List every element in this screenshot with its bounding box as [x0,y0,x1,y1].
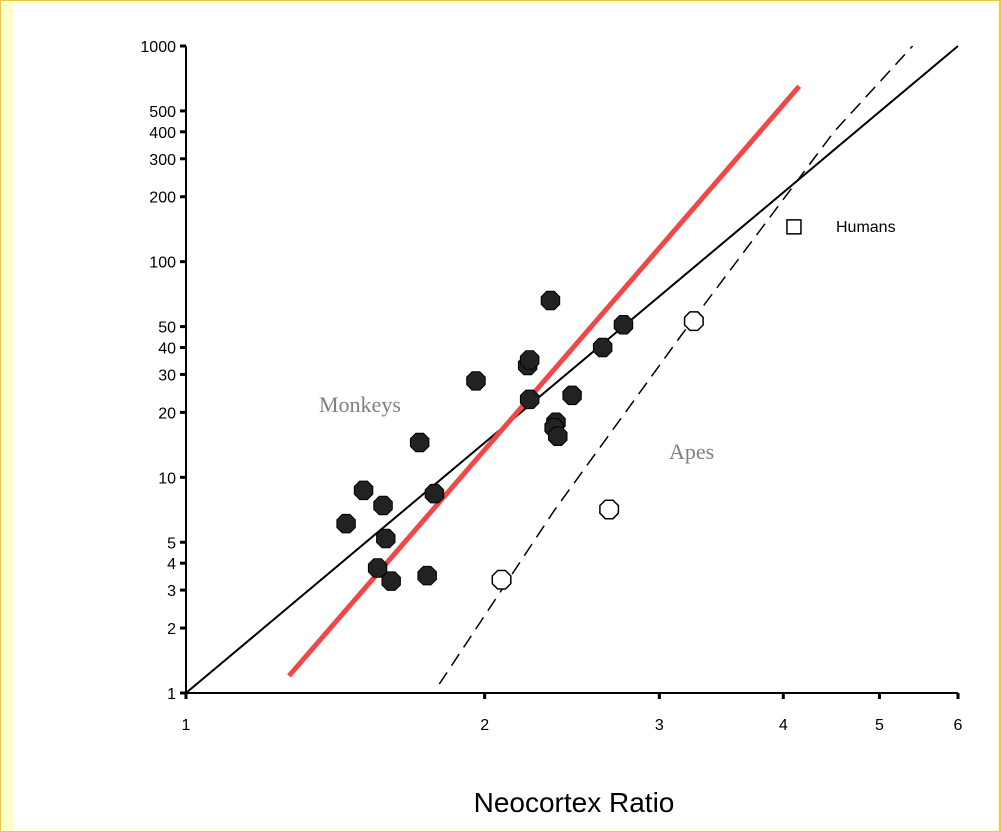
humans-label: Humans [836,219,896,236]
x-axis-ticks: 1 2 3 4 5 6 [182,693,963,734]
monkey-point [373,495,393,516]
fit-lines [185,45,959,694]
monkey-point [519,389,540,410]
ape-point [683,311,704,332]
monkey-point [336,513,356,534]
y-tick-label: 20 [158,405,176,422]
monkey-point [367,558,388,578]
y-tick-label: 300 [149,152,176,169]
x-tick-label: 3 [655,717,664,734]
y-tick-label: 1000 [140,39,176,56]
y-tick-label: 1 [167,686,176,703]
y-tick-label: 400 [149,125,176,142]
y-tick-label: 40 [158,340,176,357]
monkey-point [613,315,634,335]
y-tick-label: 100 [149,255,176,272]
apes-label: Apes [669,439,714,464]
x-tick-label: 6 [954,717,963,734]
fit-line-solid-black [185,45,959,694]
monkey-point [376,528,396,549]
monkey-point [409,432,430,453]
x-tick-label: 1 [182,717,191,734]
y-tick-label: 200 [149,190,176,207]
x-tick-label: 4 [779,717,788,734]
monkey-point [353,480,374,501]
axes [185,46,958,694]
y-tick-label: 50 [158,320,176,337]
x-tick-label: 2 [480,717,489,734]
x-axis-title: Neocortex Ratio [474,787,675,818]
y-tick-label: 10 [158,470,176,487]
x-tick-label: 5 [875,717,884,734]
y-tick-label: 500 [149,104,176,121]
data-points [336,219,802,591]
monkey-point [519,350,540,370]
human-point [786,219,802,235]
y-tick-label: 4 [167,556,176,573]
monkey-point [540,290,561,311]
monkey-point [417,565,437,586]
monkey-point [466,371,486,391]
monkey-point [381,571,401,591]
y-tick-label: 2 [167,621,176,638]
monkeys-label: Monkeys [319,392,401,417]
y-tick-label: 5 [167,535,176,552]
monkey-point [562,385,582,406]
ape-point [599,499,620,520]
y-tick-label: 3 [167,583,176,600]
y-axis-ticks: 1 2 3 4 5 10 20 30 40 50 100 200 300 400 500 1000 [140,39,186,703]
monkey-point [548,426,568,446]
ape-point [491,569,512,590]
y-tick-label: 30 [158,367,176,384]
fit-line-dashed-black [438,45,914,685]
monkey-point [424,483,445,504]
fit-line-solid-red [287,84,802,678]
monkey-point [592,337,613,358]
